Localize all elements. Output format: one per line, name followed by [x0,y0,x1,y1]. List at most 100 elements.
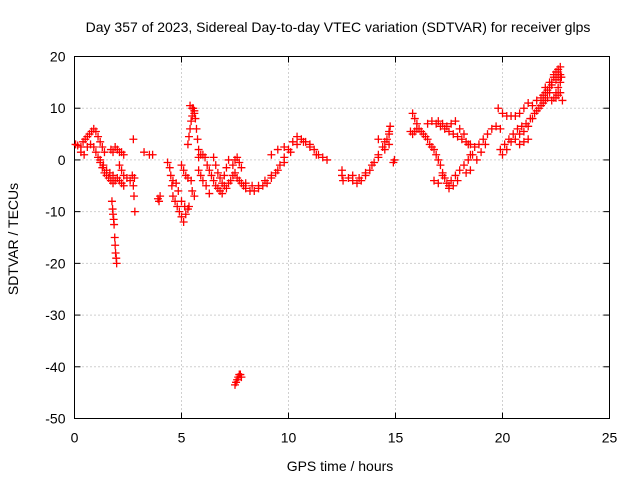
data-point [220,171,229,180]
data-point [554,83,563,92]
data-point [380,137,389,146]
data-point [477,148,486,157]
y-tick-label: 20 [50,49,66,65]
data-point [500,140,509,149]
data-point [196,171,205,180]
data-point [216,174,225,183]
data-point [524,99,533,108]
data-point [386,122,395,131]
data-point [511,135,520,144]
data-point [519,137,528,146]
data-point [218,189,227,198]
data-point [459,130,468,139]
data-point [177,161,186,170]
data-point [537,101,546,110]
data-point [459,161,468,170]
data-point [188,186,197,195]
data-point [481,140,490,149]
data-point [442,122,451,131]
data-point [187,176,196,185]
data-point [519,127,528,136]
y-axis-label: SDTVAR / TECUs [5,183,21,295]
y-tick-labels: -50 -40 -30 -20 -10 0 10 20 [45,49,65,427]
data-point [323,155,332,164]
data-point [91,127,100,136]
data-point [487,124,496,133]
data-point [140,148,149,157]
data-point [233,153,242,162]
data-point [111,241,120,250]
data-point [188,104,197,113]
data-point [515,140,524,149]
data-point [180,202,189,211]
data-point [112,259,121,268]
data-point [455,124,464,133]
data-point [390,155,399,164]
data-point [515,109,524,118]
data-point [237,373,246,382]
data-point [451,171,460,180]
data-point [430,145,439,154]
data-point [556,78,565,87]
data-point [94,132,103,141]
data-point [365,166,374,175]
data-point [453,132,462,141]
data-point [498,150,507,159]
data-point [173,202,182,211]
data-point [438,171,447,180]
data-point [273,166,282,175]
y-tick-label: -40 [45,359,65,375]
data-point [464,155,473,164]
x-tick-label: 5 [178,430,186,446]
data-point [305,143,314,151]
data-point [280,158,289,167]
data-point [367,161,376,170]
data-point [117,166,126,175]
data-point [193,135,202,144]
data-point [549,70,558,79]
data-point [453,176,462,185]
data-point [201,153,210,162]
data-point [250,186,259,195]
data-point [507,137,516,146]
data-point [494,104,503,113]
data-point [472,155,481,164]
data-point [312,150,321,159]
data-point [539,91,548,100]
data-point [352,179,361,188]
data-point [554,68,563,77]
data-point [532,96,541,105]
data-point [445,127,453,136]
data-point [222,163,231,172]
data-point [374,153,383,162]
data-point [130,207,139,216]
data-point [355,174,364,183]
data-point [148,150,157,159]
data-point [470,143,479,151]
data-point [181,210,190,219]
x-tick-label: 25 [602,430,618,446]
data-point [557,73,566,82]
data-point [166,171,175,180]
data-point [445,184,453,193]
data-point [434,117,443,126]
data-point [222,184,231,193]
data-point [462,168,471,177]
data-point [280,143,289,151]
data-point [410,114,419,123]
data-point [228,161,237,170]
data-point [177,212,186,221]
data-point [479,135,488,144]
data-point [119,181,128,190]
data-point [194,145,203,154]
data-point [130,174,139,183]
data-point [80,150,89,159]
data-point [432,150,441,159]
data-point [519,104,528,113]
data-point [430,176,439,185]
data-point [267,171,276,180]
y-tick-label: -10 [45,204,65,220]
data-point [558,96,567,105]
data-point [412,124,421,133]
